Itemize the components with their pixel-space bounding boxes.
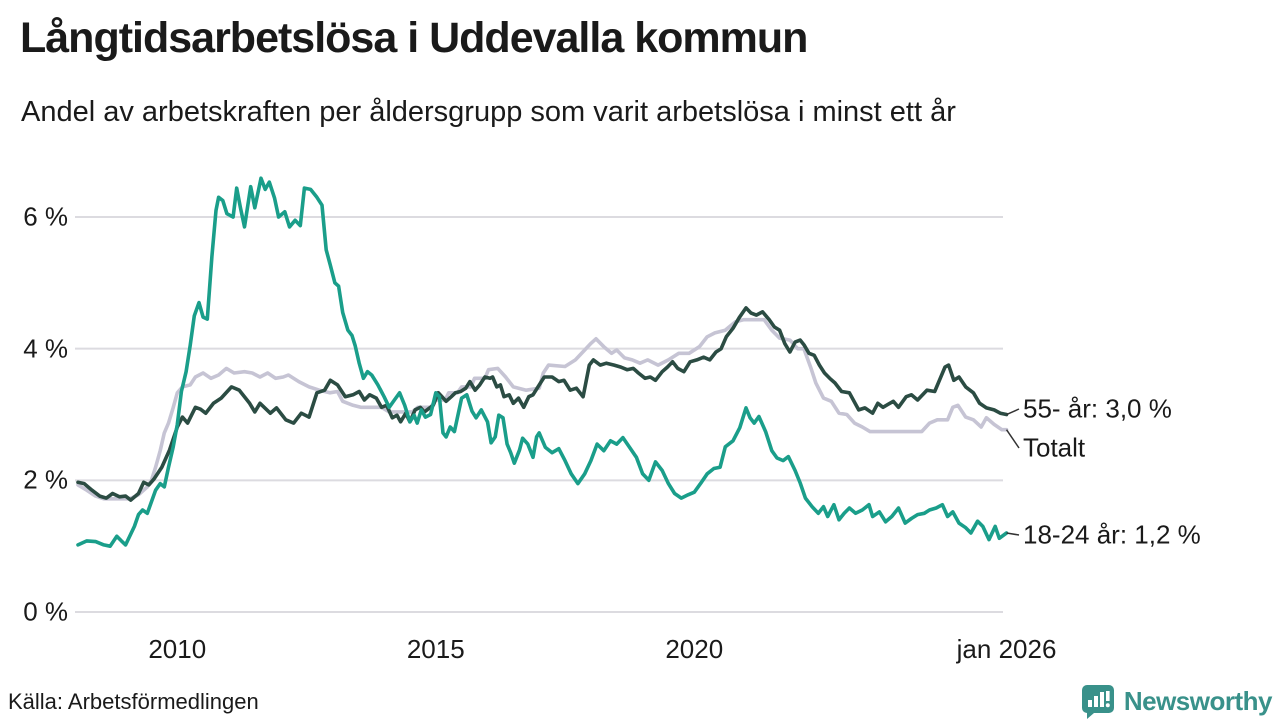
series-line-18-24år [76, 176, 1009, 549]
source-credit: Källa: Arbetsförmedlingen [8, 689, 259, 714]
x-axis-tick-2015: 2015 [406, 634, 465, 664]
series-label-55-år: 55- år: 3,0 % [1023, 393, 1172, 424]
y-axis-tick-6%: 6 % [23, 201, 68, 232]
leader-line-18-24år [1006, 532, 1020, 536]
page-title: Långtidsarbetslösa i Uddevalla kommun [20, 14, 808, 62]
series-label-Totalt: Totalt [1023, 432, 1086, 463]
newsworthy-chart-bubble-icon [1081, 685, 1114, 719]
y-axis-tick-0%: 0 % [23, 596, 68, 627]
series-label-18-24år: 18-24 år: 1,2 % [1023, 519, 1201, 550]
series-line-55-år [76, 306, 1009, 502]
y-axis-tick-2%: 2 % [23, 464, 68, 495]
leader-line-Totalt [1005, 429, 1020, 449]
chart-subtitle: Andel av arbetskraften per åldersgrupp s… [21, 96, 956, 128]
x-axis-tick-2020: 2020 [665, 634, 724, 664]
leader-line-55-år [1006, 408, 1020, 416]
x-axis-tick-2010: 2010 [148, 634, 207, 664]
series-line-Totalt [76, 317, 1009, 501]
y-axis-tick-4%: 4 % [23, 333, 68, 364]
newsworthy-wordmark: Newsworthy [1123, 685, 1273, 716]
newsworthy-logo[interactable]: Newsworthy [1080, 683, 1273, 719]
x-axis-tick-jan-2026: jan 2026 [956, 634, 1057, 664]
